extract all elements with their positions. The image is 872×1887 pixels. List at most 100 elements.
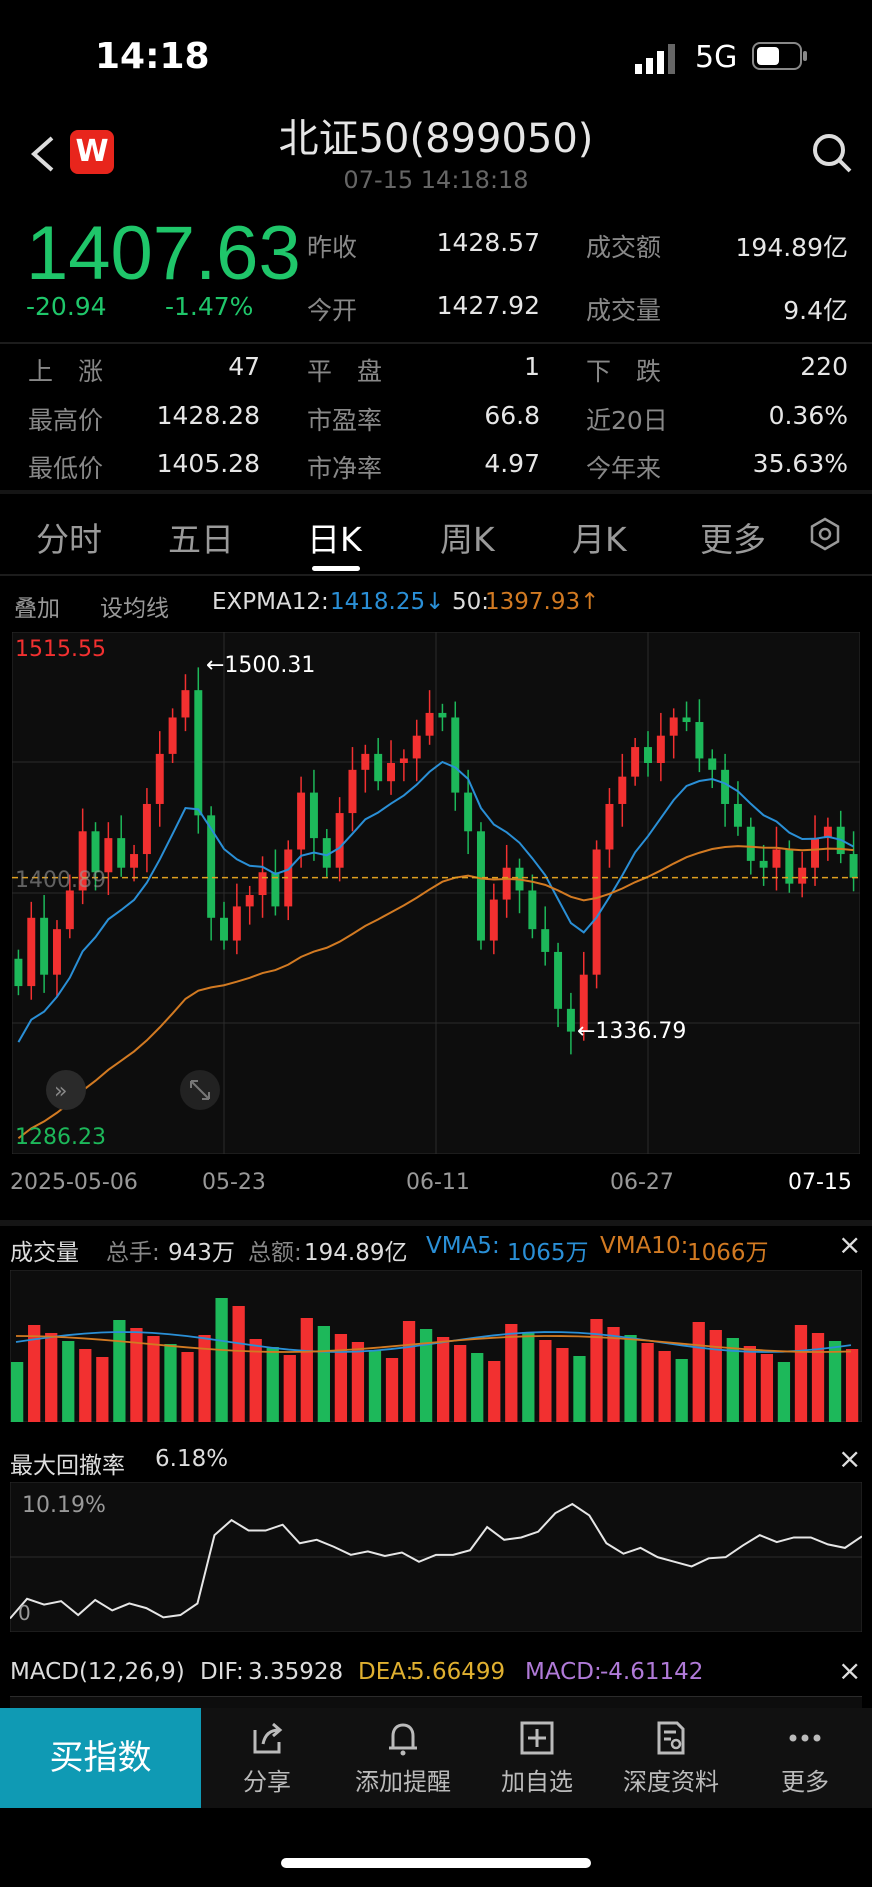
candle-body	[733, 803, 742, 827]
back-icon[interactable]	[28, 134, 58, 174]
volume-bar	[777, 1362, 791, 1422]
candle-body	[772, 849, 781, 868]
ema12-line	[17, 760, 855, 1043]
buy-index-button[interactable]: 买指数	[0, 1708, 201, 1808]
volume-value: 9.4亿	[783, 296, 848, 325]
divider	[0, 574, 872, 576]
candle-body	[785, 849, 794, 884]
volume-bar	[522, 1332, 535, 1422]
volume-bar	[164, 1344, 177, 1422]
tab-weekly-k[interactable]: 周K	[440, 520, 495, 559]
volume-bar	[760, 1354, 774, 1422]
more-button[interactable]: 更多	[740, 1718, 870, 1797]
volume-bar	[658, 1351, 671, 1422]
vma5-value: 1065万	[507, 1240, 589, 1266]
close-volume-icon[interactable]: ×	[838, 1228, 862, 1261]
candle-body	[348, 769, 357, 814]
search-icon[interactable]	[810, 131, 854, 175]
candle-body	[554, 951, 563, 1009]
volume-bar	[385, 1358, 399, 1422]
candle-body	[618, 776, 627, 804]
tab-indicator	[312, 566, 360, 571]
add-watchlist-label: 加自选	[501, 1768, 573, 1796]
close-macd-icon[interactable]: ×	[838, 1654, 862, 1687]
candle-body	[541, 929, 550, 952]
candle-body	[502, 867, 511, 900]
candle-body	[438, 712, 447, 718]
candle-body	[566, 1008, 575, 1032]
status-time: 14:18	[95, 36, 210, 77]
volume-bar	[198, 1335, 211, 1422]
candle-body	[669, 717, 678, 736]
volume-bar	[743, 1346, 756, 1422]
volume-bar	[317, 1326, 330, 1422]
ema50-value: 1397.93↑	[485, 589, 600, 615]
candle-body	[52, 929, 61, 975]
candle-body	[78, 831, 87, 891]
price-change: -20.94	[26, 292, 107, 321]
document-search-icon	[657, 1721, 685, 1755]
candle-body	[181, 690, 190, 718]
volume-bar	[794, 1325, 808, 1422]
candle-body	[682, 717, 691, 723]
ema12-value: 1418.25↓	[330, 589, 445, 615]
fullscreen-icon[interactable]	[180, 1070, 220, 1110]
ytd-label: 今年来	[586, 454, 662, 483]
open-label: 今开	[307, 296, 358, 325]
high-marker: ←1500.31	[206, 653, 315, 678]
tab-more[interactable]: 更多	[700, 520, 766, 559]
dif-label: DIF:	[200, 1659, 244, 1685]
pb-value: 4.97	[484, 449, 540, 478]
add-watchlist-button[interactable]: 加自选	[472, 1718, 602, 1797]
low-label: 最低价	[28, 454, 104, 483]
tab-timeshare[interactable]: 分时	[36, 520, 102, 559]
add-alert-label: 添加提醒	[355, 1768, 451, 1796]
kline-chart[interactable]: 1515.55 1286.23 1400.89 ←1500.31 ←1336.7…	[12, 632, 860, 1154]
volume-bar	[505, 1324, 518, 1422]
macd-label: MACD:	[525, 1659, 602, 1685]
add-alert-button[interactable]: 添加提醒	[338, 1718, 468, 1797]
deep-data-button[interactable]: 深度资料	[606, 1718, 736, 1797]
date-label: 2025-05-06	[10, 1170, 138, 1195]
more-label: 更多	[781, 1768, 829, 1796]
dea-label: DEA:	[358, 1659, 414, 1685]
ma-setting-button[interactable]: 设均线	[100, 596, 169, 622]
candle-body	[207, 815, 216, 918]
expand-left-button[interactable]: »	[46, 1070, 86, 1110]
deep-data-label: 深度资料	[623, 1768, 719, 1796]
turnover-value: 194.89亿	[735, 233, 848, 262]
candle-body	[579, 974, 588, 1032]
candle-body	[284, 849, 293, 907]
candle-body	[297, 792, 306, 850]
down-label: 下 跌	[586, 357, 662, 386]
prev-close-label: 昨收	[307, 233, 358, 262]
tab-daily-k[interactable]: 日K	[307, 520, 362, 559]
drawdown-line	[10, 1502, 862, 1620]
status-bar: 14:18 5G	[0, 0, 872, 110]
overlay-button[interactable]: 叠加	[14, 596, 60, 622]
vma10-label: VMA10:	[600, 1233, 689, 1259]
d20-label: 近20日	[586, 406, 668, 435]
drawdown-bottom-label: 0	[18, 1601, 31, 1625]
candle-body	[746, 826, 755, 861]
close-drawdown-icon[interactable]: ×	[838, 1442, 862, 1475]
chart-mid-label: 1400.89	[15, 868, 106, 893]
share-button[interactable]: 分享	[202, 1718, 332, 1797]
volume-bar	[471, 1353, 484, 1422]
settings-icon[interactable]	[808, 517, 842, 551]
divider	[0, 342, 872, 344]
volume-bar	[607, 1327, 620, 1422]
candle-body	[91, 831, 100, 873]
home-indicator	[281, 1858, 591, 1868]
tab-monthly-k[interactable]: 月K	[572, 520, 627, 559]
volume-bar	[181, 1352, 194, 1422]
candle-body	[721, 769, 730, 804]
volume-bar	[709, 1330, 722, 1422]
turnover-label: 成交额	[586, 233, 662, 262]
candle-body	[631, 747, 640, 777]
more-dots-icon	[789, 1734, 821, 1742]
volume-bar	[351, 1342, 365, 1422]
volume-bar	[675, 1359, 688, 1422]
candle-body	[309, 792, 318, 839]
tab-five-day[interactable]: 五日	[168, 520, 234, 559]
